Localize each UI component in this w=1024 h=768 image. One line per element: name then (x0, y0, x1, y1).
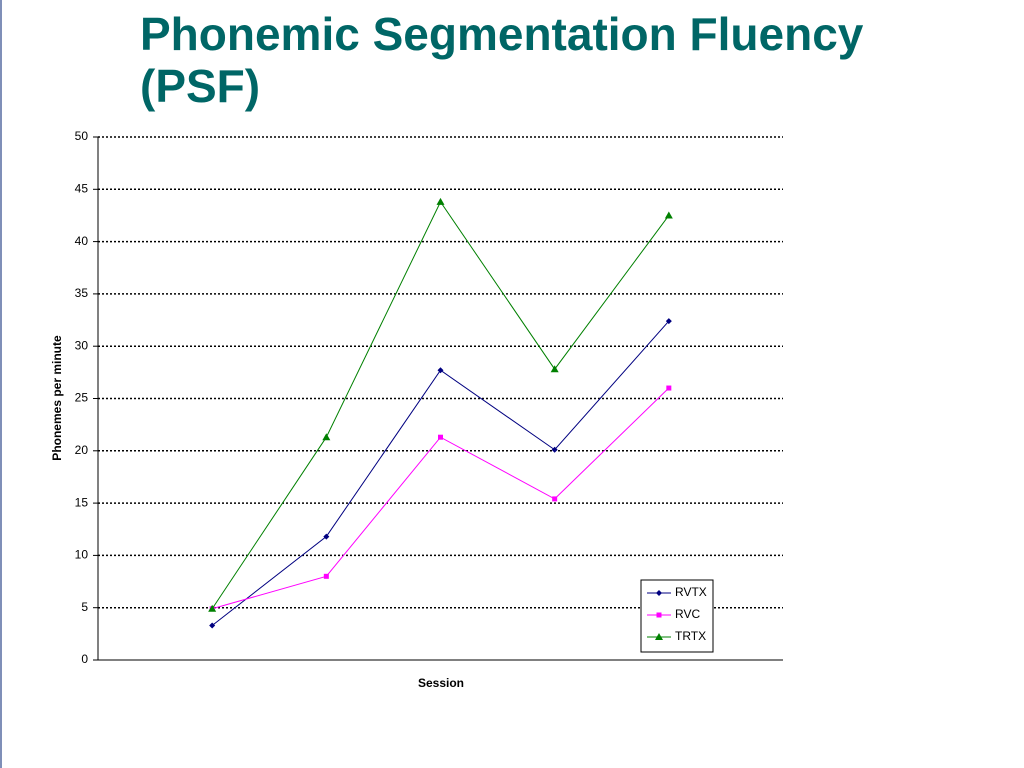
legend-label: RVTX (675, 585, 707, 599)
marker (323, 533, 330, 540)
y-tick-label: 0 (81, 652, 88, 666)
y-tick-label: 5 (81, 600, 88, 614)
legend-label: TRTX (675, 629, 706, 643)
y-tick-label: 35 (75, 286, 89, 300)
legend-label: RVC (675, 607, 700, 621)
marker (438, 434, 443, 440)
marker (208, 604, 217, 612)
y-tick-label: 45 (75, 181, 89, 195)
y-tick-label: 15 (75, 495, 89, 509)
marker (656, 590, 662, 596)
series-line (212, 387, 670, 610)
y-tick-label: 25 (75, 391, 89, 405)
marker (209, 622, 216, 629)
marker (550, 365, 559, 373)
y-tick-label: 40 (75, 234, 89, 248)
marker (323, 573, 329, 579)
series-line (211, 320, 670, 626)
marker (436, 197, 445, 205)
marker (437, 367, 444, 374)
legend-box (640, 579, 714, 653)
marker (551, 446, 558, 453)
marker (656, 612, 662, 618)
marker (552, 496, 558, 502)
marker (664, 211, 673, 219)
marker (665, 318, 672, 325)
y-tick-label: 20 (75, 443, 89, 457)
marker (322, 433, 331, 441)
slide-edge (0, 0, 2, 768)
chart-title: Phonemic Segmentation Fluency (PSF) (140, 8, 864, 112)
series-line (211, 200, 670, 610)
y-tick-label: 30 (75, 338, 89, 352)
y-axis-label: Phonemes per minute (50, 335, 64, 461)
y-tick-label: 50 (75, 129, 89, 143)
x-axis-label: Session (418, 676, 464, 690)
legend: RVTX RVC TRTX (640, 579, 714, 653)
y-tick-label: 10 (75, 548, 89, 562)
marker (655, 633, 663, 640)
marker (666, 385, 672, 391)
